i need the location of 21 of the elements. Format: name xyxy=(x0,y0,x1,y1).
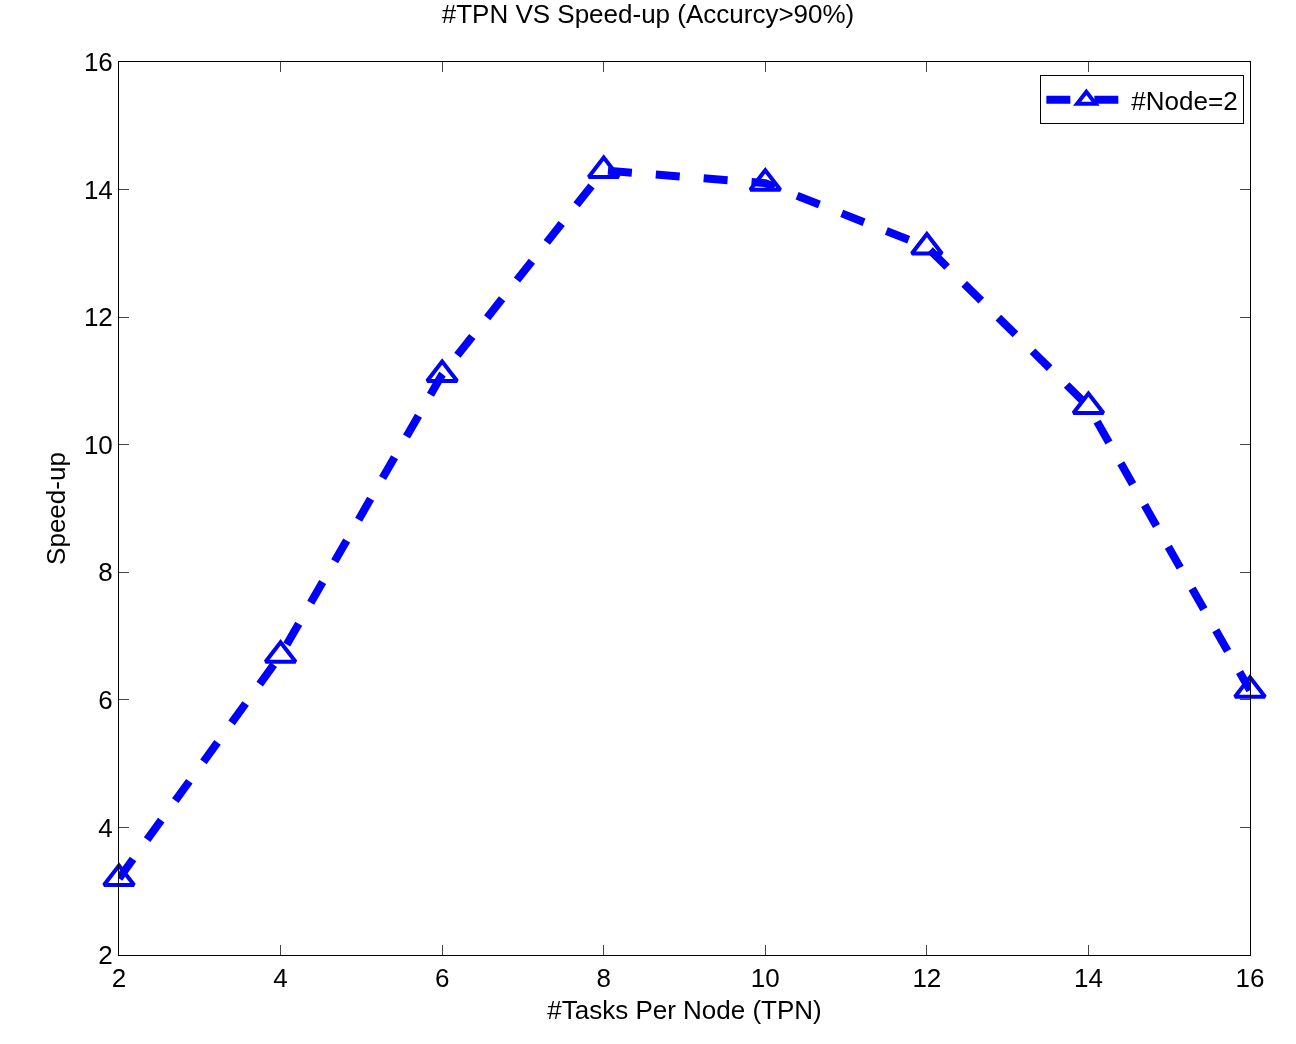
x-tick-label: 6 xyxy=(434,963,450,994)
y-tick-label: 14 xyxy=(83,174,113,205)
point xyxy=(425,359,460,384)
y-tick-label: 8 xyxy=(98,557,113,588)
y-tick-label: 10 xyxy=(83,429,113,460)
x-tick-label: 16 xyxy=(1235,963,1265,994)
x-tick-label: 12 xyxy=(912,963,942,994)
y-tick-label: 6 xyxy=(98,684,113,715)
x-axis-title: #Tasks Per Node (TPN) xyxy=(547,994,822,1025)
x-tick-label: 8 xyxy=(596,963,611,994)
legend-label: #Node=2 xyxy=(1131,85,1238,116)
y-tick-label: 4 xyxy=(98,812,113,843)
point xyxy=(909,231,944,256)
x-tick-label: 10 xyxy=(750,963,780,994)
x-tick-label: 14 xyxy=(1073,963,1103,994)
y-tick-label: 12 xyxy=(83,302,113,333)
chart-title: #TPN VS Speed-up (Accurcy>90%) xyxy=(441,0,855,30)
y-tick-label: 2 xyxy=(98,940,113,971)
y-tick-label: 16 xyxy=(83,47,113,78)
x-tick-label: 4 xyxy=(273,963,288,994)
y-axis-title: Speed-up xyxy=(41,452,72,565)
